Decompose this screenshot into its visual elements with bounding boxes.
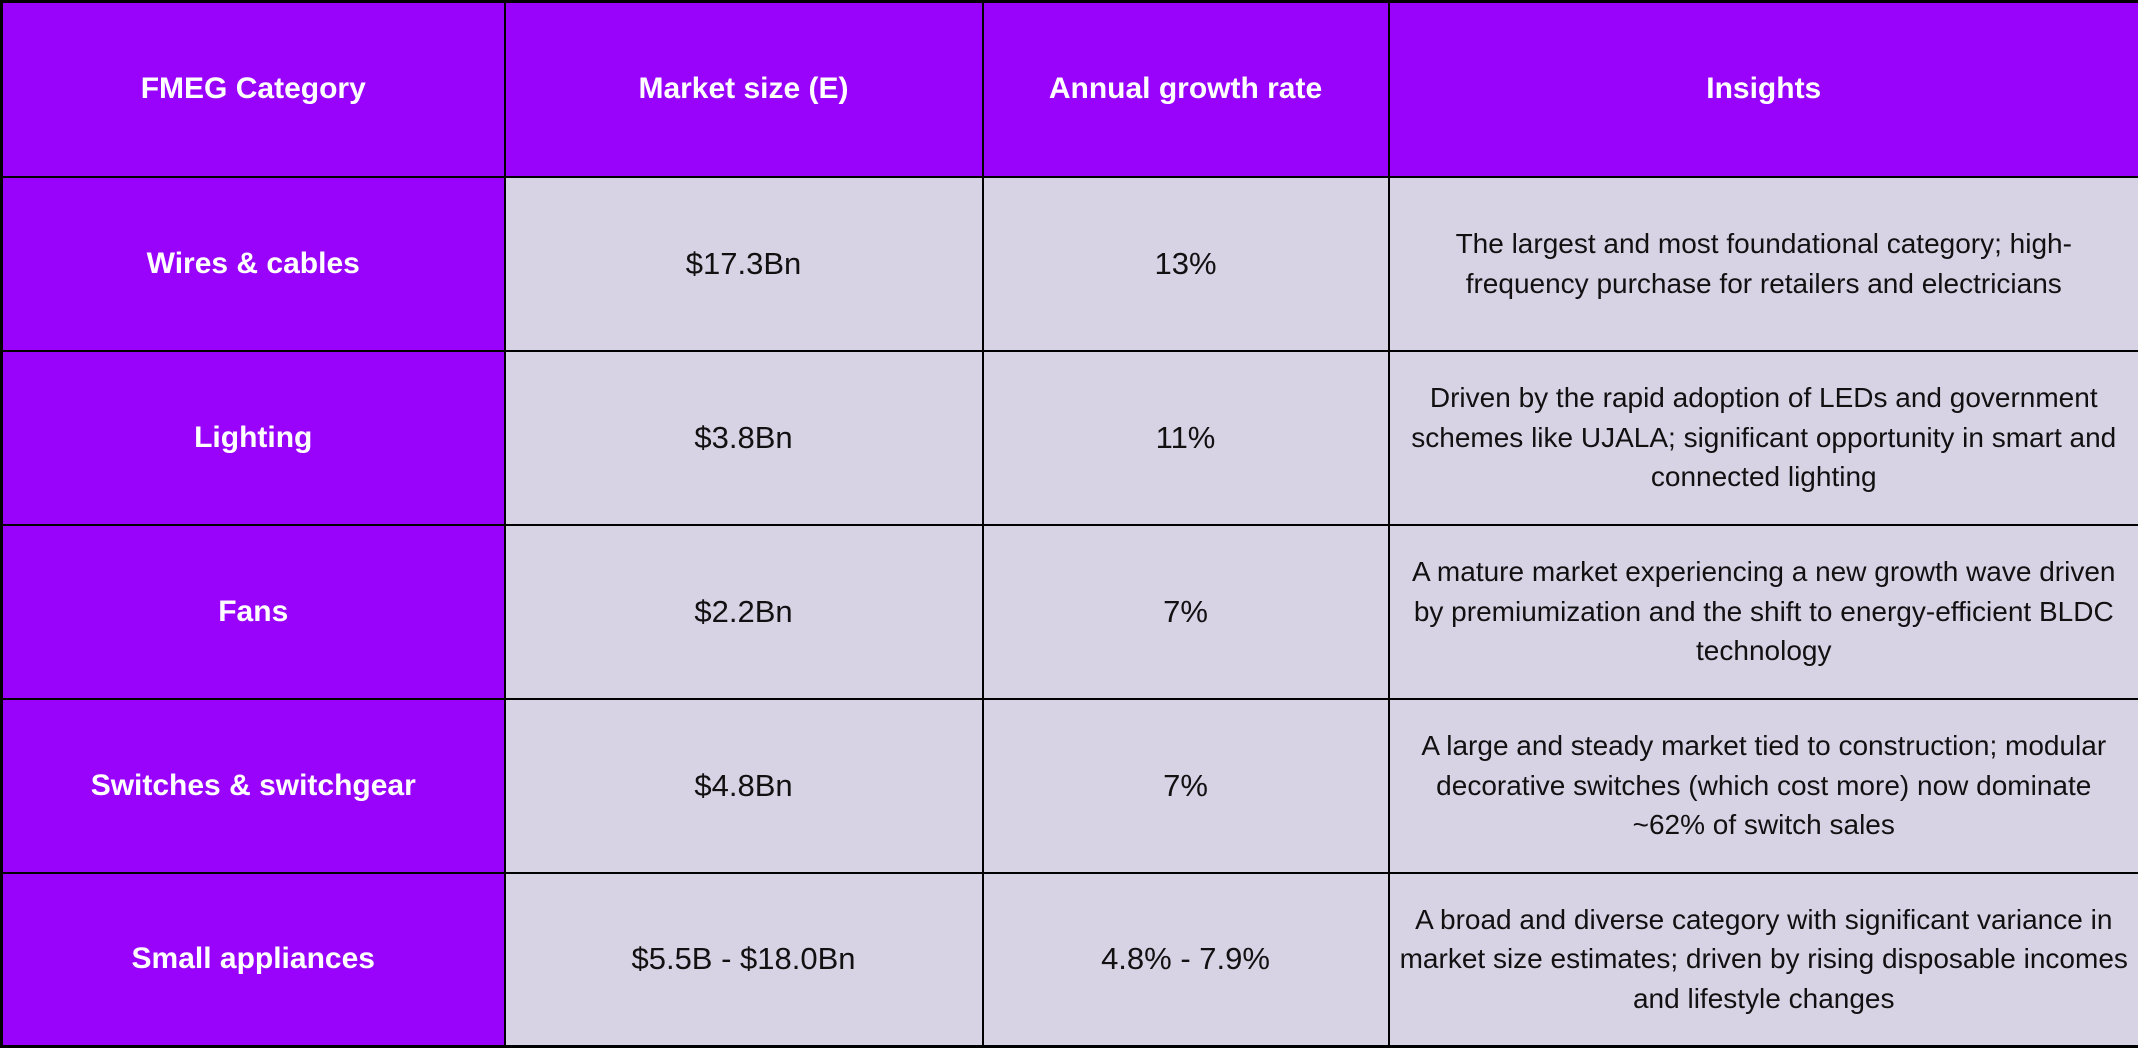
growth-rate-cell: 7% bbox=[983, 525, 1389, 699]
column-header-fmeg-category: FMEG Category bbox=[2, 2, 505, 177]
growth-rate-cell: 7% bbox=[983, 699, 1389, 873]
market-size-cell: $2.2Bn bbox=[505, 525, 983, 699]
market-size-cell: $5.5B - $18.0Bn bbox=[505, 873, 983, 1047]
insight-cell: Driven by the rapid adoption of LEDs and… bbox=[1389, 351, 2138, 525]
column-header-insights: Insights bbox=[1389, 2, 2138, 177]
table-row-fans: Fans $2.2Bn 7% A mature market experienc… bbox=[2, 525, 2138, 699]
market-size-cell: $17.3Bn bbox=[505, 177, 983, 351]
table-row-lighting: Lighting $3.8Bn 11% Driven by the rapid … bbox=[2, 351, 2138, 525]
market-size-cell: $3.8Bn bbox=[505, 351, 983, 525]
category-cell: Lighting bbox=[2, 351, 505, 525]
category-cell: Fans bbox=[2, 525, 505, 699]
insight-cell: The largest and most foundational catego… bbox=[1389, 177, 2138, 351]
insight-cell: A mature market experiencing a new growt… bbox=[1389, 525, 2138, 699]
market-size-cell: $4.8Bn bbox=[505, 699, 983, 873]
category-cell: Switches & switchgear bbox=[2, 699, 505, 873]
table-row-switches-switchgear: Switches & switchgear $4.8Bn 7% A large … bbox=[2, 699, 2138, 873]
category-cell: Small appliances bbox=[2, 873, 505, 1047]
growth-rate-cell: 4.8% - 7.9% bbox=[983, 873, 1389, 1047]
growth-rate-cell: 13% bbox=[983, 177, 1389, 351]
insight-cell: A large and steady market tied to constr… bbox=[1389, 699, 2138, 873]
growth-rate-cell: 11% bbox=[983, 351, 1389, 525]
insight-cell: A broad and diverse category with signif… bbox=[1389, 873, 2138, 1047]
table-row-wires-cables: Wires & cables $17.3Bn 13% The largest a… bbox=[2, 177, 2138, 351]
column-header-annual-growth-rate: Annual growth rate bbox=[983, 2, 1389, 177]
column-header-market-size: Market size (E) bbox=[505, 2, 983, 177]
header-row: FMEG Category Market size (E) Annual gro… bbox=[2, 2, 2138, 177]
table-row-small-appliances: Small appliances $5.5B - $18.0Bn 4.8% - … bbox=[2, 873, 2138, 1047]
category-cell: Wires & cables bbox=[2, 177, 505, 351]
